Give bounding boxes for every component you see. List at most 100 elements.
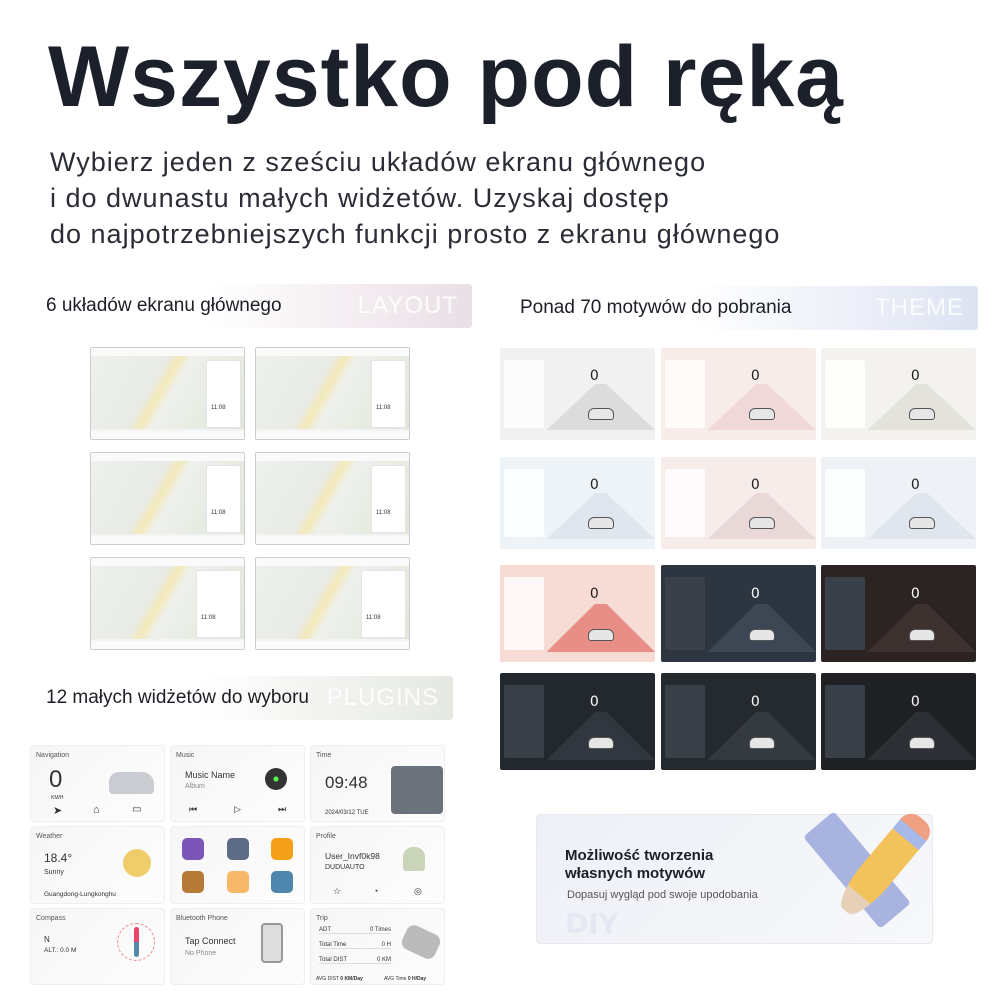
car-image — [749, 736, 776, 749]
home-icon[interactable]: ⌂ — [93, 804, 100, 816]
speed-value: 0 — [910, 477, 920, 494]
diy-watermark: DIY — [565, 907, 619, 940]
diy-title: własnych motywów — [565, 865, 706, 882]
car-image — [909, 516, 936, 529]
time-widget[interactable]: Time 09:48 2024/03/12 TUE — [310, 745, 445, 822]
navigation-widget[interactable]: Navigation 0 KM/H ➤ ⌂ ▭ — [30, 745, 165, 822]
disc-icon — [265, 768, 287, 790]
navigation-app-icon[interactable] — [227, 871, 249, 893]
car-image — [909, 407, 936, 420]
condition: Sunny — [44, 869, 64, 876]
car-image — [749, 407, 776, 420]
layout-thumbnail[interactable]: 11:08 — [90, 452, 245, 545]
theme-thumbnail[interactable]: 0 — [661, 565, 816, 662]
theme-thumbnail[interactable]: 0 — [661, 457, 816, 549]
trip-widget[interactable]: Trip ADT 0 Times Total Time 0 H Total DIST 0 … — [310, 908, 445, 985]
profile-widget[interactable]: Profile User_Invf0k98 DUDUAUTO ☆ ◔ ◎ — [310, 826, 445, 904]
theme-thumbnail[interactable]: 0 — [500, 348, 655, 440]
theme-thumbnail[interactable]: 0 — [500, 565, 655, 662]
gallery-app-icon[interactable] — [227, 838, 249, 860]
theme-thumbnail[interactable]: 0 — [821, 565, 976, 662]
previous-icon[interactable]: ⏮ — [189, 804, 198, 814]
widget-panel: 11:08 — [206, 465, 241, 533]
theme-thumbnail[interactable]: 0 — [661, 348, 816, 440]
car-image — [588, 736, 615, 749]
road — [867, 603, 976, 652]
car-image — [909, 736, 936, 749]
road — [707, 603, 816, 652]
date-value: 2024/03/12 TUE — [325, 810, 369, 816]
widget-panel — [825, 685, 865, 758]
layout-clock: 11:08 — [376, 405, 391, 411]
widget-panel — [665, 577, 705, 650]
car-image — [109, 772, 154, 794]
brand: DUDUAUTO — [325, 864, 365, 871]
bluetooth-phone-widget[interactable]: Bluetooth Phone Tap Connect No Phone — [170, 908, 305, 985]
speed-value: 0 — [750, 694, 760, 711]
widget-panel — [665, 469, 705, 537]
car-image — [749, 516, 776, 529]
music-name: Music Name — [185, 770, 236, 780]
widget-panel — [825, 577, 865, 650]
dock-bar — [91, 431, 244, 439]
navigate-icon[interactable]: ➤ — [53, 805, 63, 817]
layout-thumbnail[interactable]: 11:08 — [90, 557, 245, 650]
theme-thumbnail[interactable]: 0 — [821, 673, 976, 770]
widget-title: Profile — [316, 833, 336, 840]
section-tag: LAYOUT — [357, 292, 458, 319]
widget-panel — [504, 469, 544, 537]
layout-clock: 11:08 — [201, 615, 216, 621]
direction: N — [44, 935, 50, 944]
theme-thumbnail[interactable]: 0 — [500, 457, 655, 549]
settings-icon[interactable]: ◎ — [414, 886, 422, 896]
road — [707, 711, 816, 760]
theme-section-header: Ponad 70 motywów do pobrania THEME — [506, 286, 978, 330]
music-widget[interactable]: Music Music Name Album ⏮ ▷ ⏭ — [170, 745, 305, 822]
phone-app-icon[interactable] — [271, 871, 293, 893]
briefcase-icon[interactable]: ▭ — [132, 804, 142, 815]
play-icon[interactable]: ▷ — [234, 804, 241, 814]
diy-banner: DIY Możliwość tworzenia własnych motywów… — [536, 808, 936, 944]
theme-thumbnail[interactable]: 0 — [661, 673, 816, 770]
avg-dist: 0 KM/Day — [340, 976, 363, 982]
layout-thumbnail[interactable]: 11:08 — [255, 452, 410, 545]
dock-bar — [256, 536, 409, 544]
speed-value: 0 — [589, 477, 599, 494]
speed-value: 0 — [750, 586, 760, 603]
widget-panel: 11:08 — [371, 465, 406, 533]
status-bar — [256, 558, 409, 566]
next-icon[interactable]: ⏭ — [278, 804, 287, 814]
widget-panel — [825, 360, 865, 428]
gauge-icon[interactable]: ◔ — [373, 886, 379, 896]
widget-title: Trip — [316, 915, 328, 922]
tap-connect[interactable]: Tap Connect — [185, 936, 236, 946]
car-image — [909, 628, 936, 641]
page-title: Wszystko pod ręką — [48, 29, 844, 125]
music-app-icon[interactable] — [182, 871, 204, 893]
theme-thumbnail[interactable]: 0 — [821, 457, 976, 549]
speed-value: 0 — [750, 368, 760, 385]
trip-label: ADT — [319, 927, 331, 933]
theme-app-icon[interactable] — [182, 838, 204, 860]
layout-thumbnail[interactable]: 11:08 — [90, 347, 245, 440]
layout-thumbnail[interactable]: 11:08 — [255, 557, 410, 650]
apps-widget — [170, 826, 305, 904]
video-app-icon[interactable] — [271, 838, 293, 860]
widget-panel — [504, 360, 544, 428]
section-tag: THEME — [875, 294, 964, 321]
road — [867, 711, 976, 760]
dock-bar — [256, 431, 409, 439]
trip-row: Total DIST 0 KM — [319, 957, 391, 964]
car-image — [399, 922, 443, 962]
widget-panel — [504, 577, 544, 650]
compass-widget[interactable]: Compass N ALT.: 0.0 M — [30, 908, 165, 985]
weather-widget[interactable]: Weather 18.4° Sunny Guangdong-Lungkonghu — [30, 826, 165, 904]
section-tag: PLUGINS — [326, 684, 439, 711]
status-bar — [256, 348, 409, 356]
location: Guangdong-Lungkonghu — [44, 891, 116, 898]
diy-title: Możliwość tworzenia — [565, 847, 714, 864]
theme-thumbnail[interactable]: 0 — [500, 673, 655, 770]
theme-thumbnail[interactable]: 0 — [821, 348, 976, 440]
star-icon[interactable]: ☆ — [333, 886, 342, 896]
layout-thumbnail[interactable]: 11:08 — [255, 347, 410, 440]
